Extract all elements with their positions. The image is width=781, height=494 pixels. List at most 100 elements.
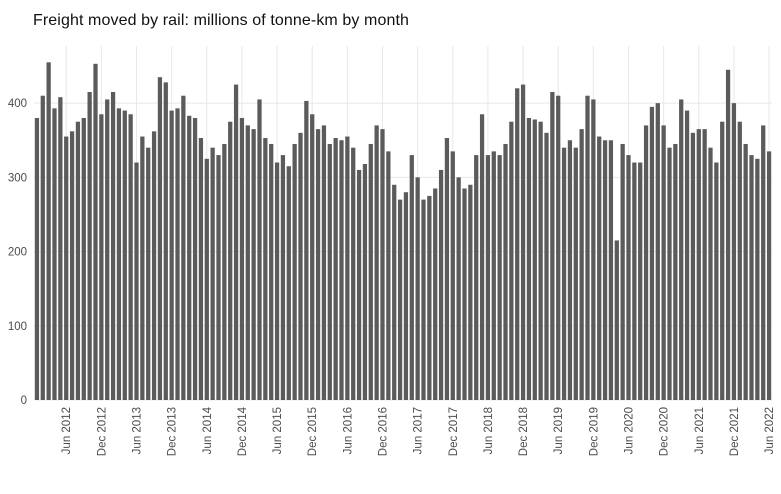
bar <box>81 117 86 400</box>
bar <box>433 188 438 400</box>
bar <box>749 155 754 400</box>
bar <box>304 100 309 400</box>
bar <box>87 92 92 401</box>
bar <box>679 99 684 400</box>
bar <box>520 84 526 401</box>
bar <box>187 115 192 400</box>
y-axis-tick-label: 400 <box>8 98 27 110</box>
x-axis-tick-label: Jun 2013 <box>132 407 144 454</box>
x-axis-tick-label: Jun 2016 <box>342 407 354 454</box>
x-axis-tick-label: Jun 2022 <box>764 407 776 454</box>
bar <box>731 103 737 400</box>
bar <box>374 125 379 400</box>
x-axis-tick-label: Jun 2017 <box>413 407 425 454</box>
x-axis-tick-label: Jun 2020 <box>624 407 636 454</box>
bar <box>239 117 245 400</box>
bar <box>456 177 461 400</box>
bar <box>204 158 209 400</box>
x-axis-tick-label: Dec 2016 <box>378 407 390 456</box>
bar <box>321 125 327 400</box>
bar <box>409 155 414 400</box>
bar <box>515 88 520 401</box>
bar <box>110 92 116 401</box>
bar <box>503 143 508 400</box>
x-axis-tick-label: Dec 2012 <box>96 407 108 456</box>
bar <box>251 129 256 400</box>
bar <box>684 110 690 400</box>
y-axis-tick-label: 300 <box>8 172 27 184</box>
bar <box>362 164 368 400</box>
bar <box>614 240 619 400</box>
bar <box>122 110 127 400</box>
bar <box>438 169 444 400</box>
bar <box>128 114 133 400</box>
bar <box>368 143 373 400</box>
bar <box>544 132 549 400</box>
bar <box>351 147 356 400</box>
bar <box>46 62 51 400</box>
bar <box>526 117 532 400</box>
bar <box>567 140 573 400</box>
bar <box>169 110 174 400</box>
bar <box>345 136 350 400</box>
bar <box>280 155 286 400</box>
bar <box>632 162 637 400</box>
bar <box>222 143 227 400</box>
bar <box>192 117 198 400</box>
x-axis-tick-label: Dec 2021 <box>729 407 741 456</box>
bar <box>397 199 403 400</box>
bar <box>263 138 268 401</box>
bar <box>743 143 748 400</box>
x-axis-tick-label: Jun 2018 <box>483 407 495 454</box>
bar <box>269 143 274 400</box>
bar <box>655 103 660 400</box>
bar <box>649 106 655 400</box>
bar <box>151 131 157 400</box>
bar <box>69 131 75 400</box>
bar <box>497 155 502 400</box>
x-axis-tick-label: Jun 2014 <box>202 406 214 454</box>
bar <box>474 155 479 400</box>
bar <box>509 121 514 400</box>
bar <box>561 147 567 400</box>
x-axis-tick-label: Jun 2012 <box>61 407 73 454</box>
y-axis-tick-label: 100 <box>8 321 27 333</box>
bar <box>608 140 614 400</box>
x-axis-tick-label: Dec 2015 <box>307 407 319 456</box>
bar <box>462 188 467 400</box>
bar <box>696 129 701 400</box>
bar <box>485 155 491 400</box>
bar <box>620 143 625 400</box>
bar <box>315 129 321 400</box>
x-axis-tick-label: Jun 2019 <box>553 407 565 454</box>
bar <box>585 95 590 400</box>
bar <box>310 114 315 400</box>
x-axis-tick-label: Jun 2021 <box>694 407 706 454</box>
bar <box>602 140 608 400</box>
bar <box>163 82 168 400</box>
bar <box>216 155 221 400</box>
bar <box>245 125 250 400</box>
bar <box>591 99 596 400</box>
bar <box>532 119 537 401</box>
x-axis-tick-label: Dec 2018 <box>518 407 530 456</box>
bar <box>415 177 420 400</box>
bar <box>766 151 772 400</box>
bar <box>356 169 362 400</box>
x-axis-tick-label: Jun 2015 <box>272 407 284 454</box>
bar <box>690 132 696 400</box>
bar <box>105 99 110 400</box>
bar <box>99 114 104 400</box>
bar <box>210 147 215 400</box>
bar <box>556 95 561 400</box>
bar <box>720 121 725 400</box>
bar <box>444 138 450 401</box>
bar <box>228 121 233 400</box>
bar <box>333 138 338 401</box>
bar <box>233 84 239 401</box>
bar <box>661 125 666 400</box>
bar <box>339 140 344 400</box>
bar <box>134 162 139 400</box>
